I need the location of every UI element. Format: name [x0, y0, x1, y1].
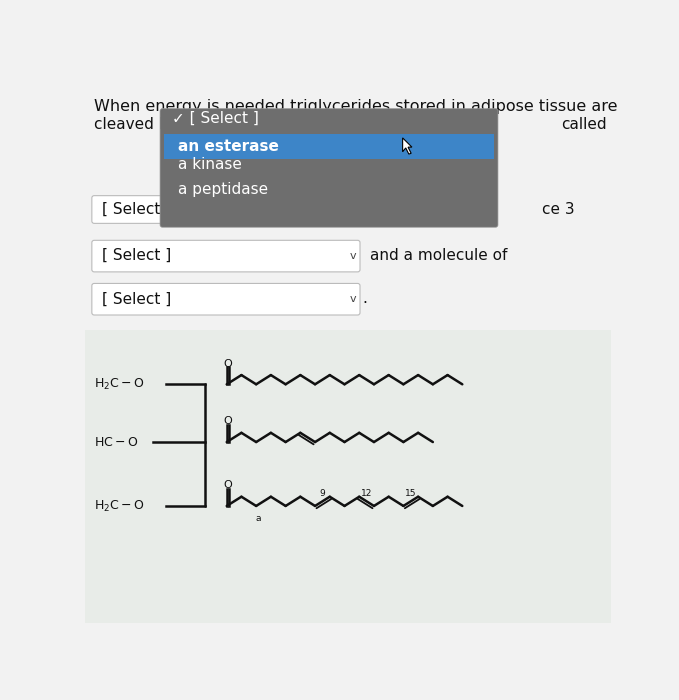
FancyBboxPatch shape [160, 108, 498, 228]
Text: $\sf H_2C-O$: $\sf H_2C-O$ [94, 498, 145, 514]
Text: called: called [562, 116, 607, 132]
Text: $\sf HC-O$: $\sf HC-O$ [94, 435, 139, 449]
Text: O: O [223, 416, 232, 426]
Text: $\sf H_2C-O$: $\sf H_2C-O$ [94, 377, 145, 392]
Text: [ Select ]: [ Select ] [102, 291, 171, 307]
Text: v: v [350, 204, 356, 214]
Text: v: v [350, 251, 356, 260]
FancyBboxPatch shape [92, 284, 360, 315]
Bar [85, 330, 611, 623]
Text: 9: 9 [320, 489, 325, 498]
Bar [164, 134, 494, 160]
FancyBboxPatch shape [92, 195, 360, 223]
Text: [ Select ]: [ Select ] [102, 248, 171, 263]
Text: O: O [223, 480, 232, 490]
FancyBboxPatch shape [92, 240, 360, 272]
Text: ✓ [ Select ]: ✓ [ Select ] [172, 111, 259, 126]
Text: a kinase: a kinase [178, 157, 242, 172]
Polygon shape [403, 138, 412, 154]
Text: a peptidase: a peptidase [178, 182, 268, 197]
Text: 12: 12 [361, 489, 372, 498]
Text: cleaved b: cleaved b [94, 116, 168, 132]
Text: O: O [223, 358, 232, 368]
Text: .: . [363, 291, 367, 307]
Text: an esterase: an esterase [178, 139, 279, 154]
Text: v: v [350, 294, 356, 304]
Text: [ Select ]: [ Select ] [102, 202, 171, 217]
Text: and a molecule of: and a molecule of [370, 248, 507, 263]
Text: When energy is needed triglycerides stored in adipose tissue are: When energy is needed triglycerides stor… [94, 99, 618, 114]
Text: 15: 15 [405, 489, 416, 498]
Text: ce 3: ce 3 [542, 202, 574, 217]
Text: a: a [256, 514, 261, 524]
